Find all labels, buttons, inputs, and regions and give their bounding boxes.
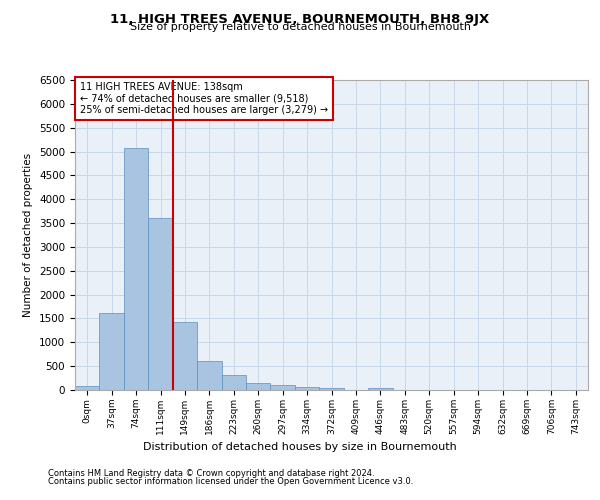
Bar bbox=[221, 375, 246, 390]
Bar bbox=[368, 388, 392, 390]
Text: 11 HIGH TREES AVENUE: 138sqm
← 74% of detached houses are smaller (9,518)
25% of: 11 HIGH TREES AVENUE: 138sqm ← 74% of de… bbox=[80, 82, 328, 115]
Bar bbox=[271, 386, 295, 390]
Bar bbox=[319, 388, 344, 390]
Text: Contains HM Land Registry data © Crown copyright and database right 2024.: Contains HM Land Registry data © Crown c… bbox=[48, 468, 374, 477]
Text: 11, HIGH TREES AVENUE, BOURNEMOUTH, BH8 9JX: 11, HIGH TREES AVENUE, BOURNEMOUTH, BH8 … bbox=[110, 12, 490, 26]
Bar bbox=[75, 386, 100, 390]
Bar bbox=[173, 322, 197, 390]
Bar bbox=[100, 312, 124, 390]
Bar bbox=[295, 387, 319, 390]
Bar bbox=[148, 218, 173, 390]
Bar bbox=[124, 148, 148, 390]
Text: Contains public sector information licensed under the Open Government Licence v3: Contains public sector information licen… bbox=[48, 477, 413, 486]
Text: Size of property relative to detached houses in Bournemouth: Size of property relative to detached ho… bbox=[130, 22, 470, 32]
Bar bbox=[246, 382, 271, 390]
Y-axis label: Number of detached properties: Number of detached properties bbox=[23, 153, 34, 317]
Text: Distribution of detached houses by size in Bournemouth: Distribution of detached houses by size … bbox=[143, 442, 457, 452]
Bar bbox=[197, 362, 221, 390]
